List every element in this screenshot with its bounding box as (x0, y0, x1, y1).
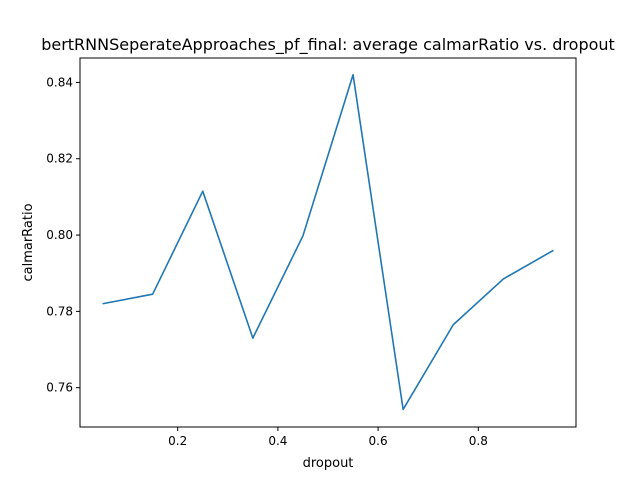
y-tick-label: 0.76 (46, 381, 73, 395)
y-axis-label: calmarRatio (21, 203, 36, 281)
y-tick-label: 0.80 (46, 228, 73, 242)
x-tick-label: 0.4 (268, 434, 287, 448)
chart-title: bertRNNSeperateApproaches_pf_final: aver… (41, 35, 615, 55)
x-axis-label: dropout (303, 456, 354, 471)
plot-area (102, 73, 554, 411)
x-tick-label: 0.8 (469, 434, 488, 448)
y-tick-label: 0.78 (46, 304, 73, 318)
y-tick-label: 0.82 (46, 152, 73, 166)
series-line-0 (102, 73, 554, 411)
x-tick-label: 0.6 (369, 434, 388, 448)
x-tick-label: 0.2 (168, 434, 187, 448)
y-tick-label: 0.84 (46, 75, 73, 89)
y-axis: 0.76 0.78 0.80 0.82 0.84 (46, 75, 80, 395)
plot-frame (79, 57, 577, 428)
x-axis: 0.2 0.4 0.6 0.8 (168, 427, 488, 448)
